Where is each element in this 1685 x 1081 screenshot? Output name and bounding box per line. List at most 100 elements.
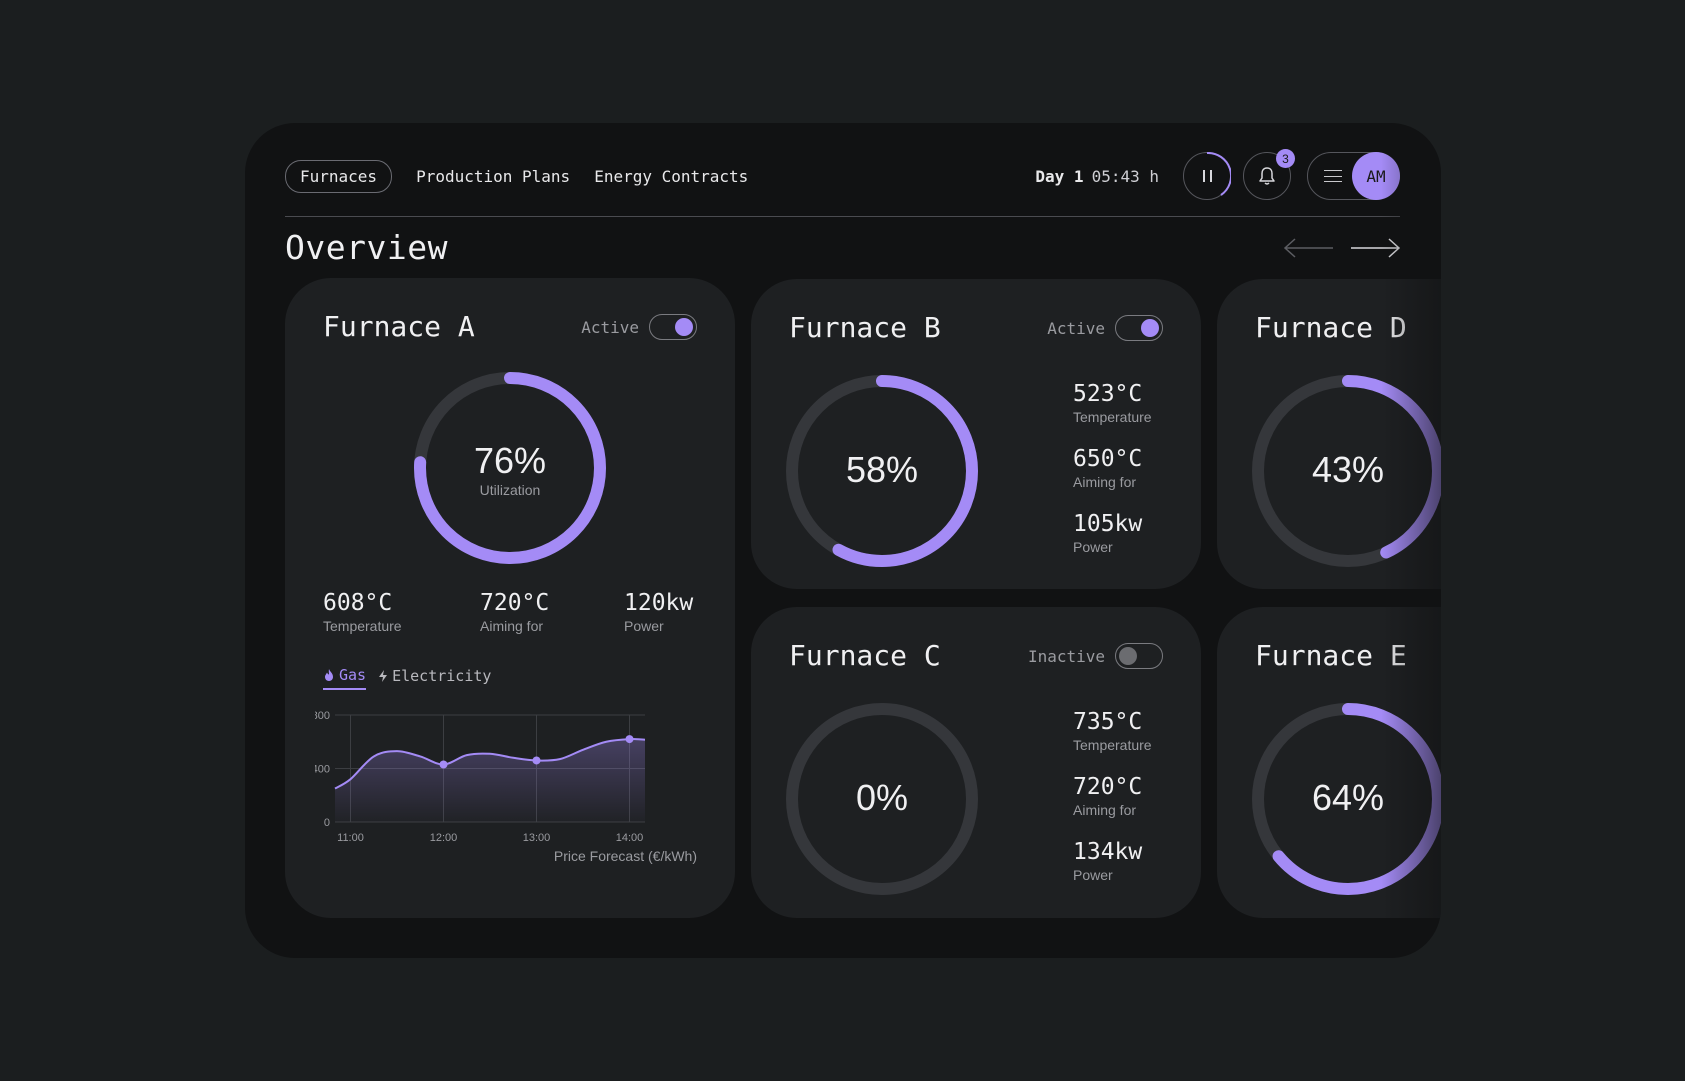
bell-icon xyxy=(1259,167,1275,185)
temperature-label: Temperature xyxy=(1073,737,1152,753)
active-toggle[interactable] xyxy=(649,314,697,340)
gauge-readout: 43% xyxy=(1248,449,1441,491)
arrow-right-icon[interactable] xyxy=(1349,236,1401,260)
status-label: Inactive xyxy=(1027,646,1105,666)
chart-marker xyxy=(625,735,634,744)
furnace-card-d[interactable]: Furnace D 43% xyxy=(1217,279,1441,589)
tab-energy-contracts[interactable]: Energy Contracts xyxy=(594,166,749,186)
furnace-title: Furnace E xyxy=(1255,639,1407,672)
y-tick-label: 800 xyxy=(315,710,330,722)
x-tick-label: 13:00 xyxy=(523,832,551,843)
utilization-value: 58% xyxy=(845,449,919,490)
furnace-card-b[interactable]: Furnace B Active 58% 523°C Temperature 6… xyxy=(751,279,1201,589)
temperature-stat: 523°C Temperature xyxy=(1073,381,1152,425)
furnace-card-a[interactable]: Furnace A Active 76% Utilization 608°C T… xyxy=(285,278,735,918)
power-stat: 105kw Power xyxy=(1073,511,1142,555)
power-value: 120kw xyxy=(624,590,694,616)
x-tick-label: 14:00 xyxy=(616,832,644,843)
app-window: Furnaces Production Plans Energy Contrac… xyxy=(245,123,1441,958)
utilization-gauge xyxy=(786,703,978,895)
gauge-readout: 0% xyxy=(782,777,982,819)
time-label: 05:43 h xyxy=(1091,166,1159,186)
page-title: Overview xyxy=(285,228,448,267)
chart-markers xyxy=(439,735,634,769)
energy-tabs: Gas Electricity xyxy=(323,666,491,690)
status-label: Active xyxy=(1047,318,1105,338)
power-value: 105kw xyxy=(1073,511,1143,537)
temperature-value: 735°C xyxy=(1073,709,1143,735)
menu-button[interactable]: AM xyxy=(1307,152,1400,200)
gauge-readout: 76% Utilization xyxy=(410,440,610,498)
target-stat: 720°C Aiming for xyxy=(480,590,549,634)
power-stat: 134kw Power xyxy=(1073,839,1142,883)
header-divider xyxy=(285,216,1400,217)
top-bar: Furnaces Production Plans Energy Contrac… xyxy=(285,149,1400,200)
chart-line xyxy=(334,738,646,790)
power-value: 134kw xyxy=(1073,839,1143,865)
target-label: Aiming for xyxy=(1073,474,1137,490)
power-label: Power xyxy=(624,618,664,634)
tab-production-plans[interactable]: Production Plans xyxy=(416,166,571,186)
temperature-label: Temperature xyxy=(323,618,402,634)
flame-icon xyxy=(325,669,333,681)
utilization-value: 64% xyxy=(1311,777,1385,818)
y-tick-label: 400 xyxy=(315,764,330,776)
toggle-knob xyxy=(1119,647,1137,665)
temperature-stat: 608°C Temperature xyxy=(323,590,402,634)
x-axis-ticks: 11:00 12:00 13:00 14:00 xyxy=(337,832,643,843)
tab-gas[interactable]: Gas xyxy=(323,666,367,690)
status-toggle-group: Inactive xyxy=(1028,643,1163,669)
bolt-icon xyxy=(379,670,388,682)
carousel-arrows xyxy=(1283,236,1401,260)
furnace-title: Furnace C xyxy=(789,639,941,672)
gauge-arc xyxy=(786,375,978,567)
inactive-toggle[interactable] xyxy=(1115,643,1163,669)
target-value: 720°C xyxy=(1073,774,1143,800)
target-value: 650°C xyxy=(1073,446,1143,472)
price-forecast-chart: 0 400 800 11:00 12:00 13:00 14:00 xyxy=(315,710,646,843)
pause-button[interactable] xyxy=(1183,152,1231,200)
avatar[interactable]: AM xyxy=(1352,152,1400,200)
temperature-value: 608°C xyxy=(323,590,393,616)
y-tick-label: 0 xyxy=(324,817,330,829)
target-label: Aiming for xyxy=(480,618,544,634)
power-stat: 120kw Power xyxy=(624,590,693,634)
status-label: Active xyxy=(581,317,639,337)
x-tick-label: 11:00 xyxy=(337,832,364,843)
temperature-stat: 735°C Temperature xyxy=(1073,709,1152,753)
toggle-knob xyxy=(1141,319,1159,337)
utilization-value: 0% xyxy=(855,777,909,818)
top-bar-right: Day 1 05:43 h 3 AM xyxy=(1035,149,1400,200)
temperature-value: 523°C xyxy=(1073,381,1143,407)
gauge-track xyxy=(786,703,978,895)
target-stat: 720°C Aiming for xyxy=(1073,774,1142,818)
status-toggle-group: Active xyxy=(581,314,697,340)
target-value: 720°C xyxy=(480,590,550,616)
active-toggle[interactable] xyxy=(1115,315,1163,341)
power-label: Power xyxy=(1073,867,1113,883)
arrow-left-icon[interactable] xyxy=(1283,236,1335,260)
x-tick-label: 12:00 xyxy=(430,832,458,843)
power-label: Power xyxy=(1073,539,1113,555)
gauge-arc xyxy=(414,372,606,564)
tab-electricity[interactable]: Electricity xyxy=(378,666,491,690)
utilization-gauge xyxy=(414,372,606,564)
chart-marker xyxy=(439,760,448,769)
utilization-value: 43% xyxy=(1311,449,1385,490)
notifications-button[interactable]: 3 xyxy=(1243,149,1295,200)
chart-marker xyxy=(532,756,541,765)
pause-progress-ring xyxy=(1206,152,1231,196)
furnace-title: Furnace B xyxy=(789,311,941,344)
utilization-caption: Utilization xyxy=(479,482,541,498)
status-toggle-group: Active xyxy=(1047,315,1163,341)
furnace-card-c[interactable]: Furnace C Inactive 0% 735°C Temperature … xyxy=(751,607,1201,918)
furnace-title: Furnace D xyxy=(1255,311,1407,344)
furnace-card-e[interactable]: Furnace E 64% xyxy=(1217,607,1441,918)
utilization-value: 76% xyxy=(473,440,547,481)
tab-furnaces[interactable]: Furnaces xyxy=(285,159,393,193)
utilization-gauge xyxy=(786,375,978,567)
toggle-knob xyxy=(675,318,693,336)
y-axis-ticks: 0 400 800 xyxy=(315,710,330,829)
day-label: Day 1 xyxy=(1035,166,1084,186)
menu-icon xyxy=(1324,170,1342,182)
